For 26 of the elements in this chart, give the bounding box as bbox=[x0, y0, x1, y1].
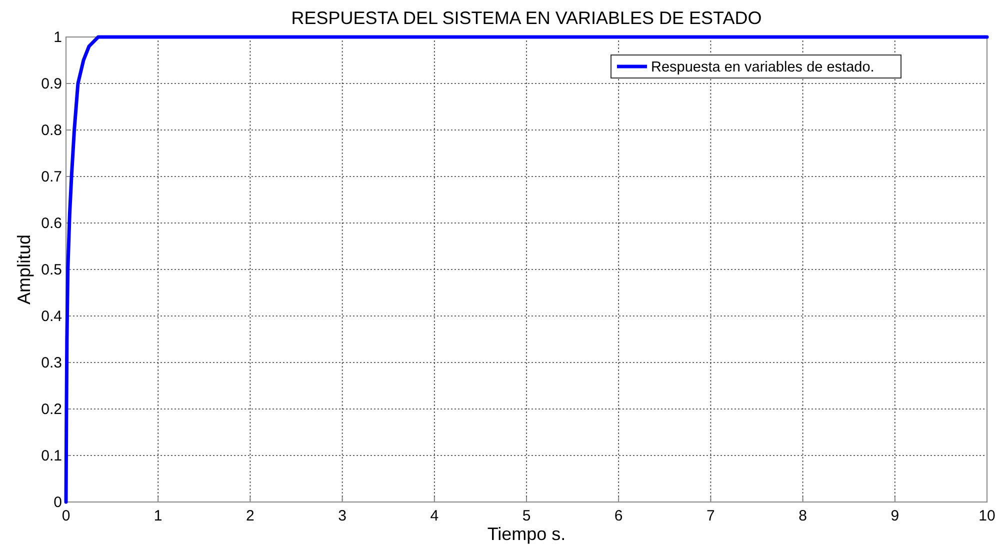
y-tick-label: 0.4 bbox=[41, 308, 62, 325]
y-tick-label: 0 bbox=[54, 494, 62, 511]
x-tick-label: 6 bbox=[614, 508, 623, 525]
y-tick-label: 0.9 bbox=[41, 75, 62, 92]
x-tick-label: 1 bbox=[154, 508, 162, 525]
line-series bbox=[64, 35, 989, 504]
x-tick-label: 2 bbox=[246, 508, 254, 525]
y-tick-label: 0.2 bbox=[41, 400, 62, 418]
x-tick-label: 7 bbox=[706, 508, 715, 525]
x-tick-label: 4 bbox=[430, 508, 439, 525]
y-tick-label: 0.7 bbox=[41, 168, 62, 186]
x-tick-label: 8 bbox=[798, 508, 807, 525]
y-axis-title: Amplitud bbox=[14, 234, 34, 305]
x-axis-title: Tiempo s. bbox=[487, 524, 566, 544]
y-tick-label: 0.5 bbox=[41, 261, 62, 278]
y-tick-label: 0.3 bbox=[41, 354, 62, 372]
y-tick-label: 1 bbox=[54, 28, 62, 46]
chart-title: RESPUESTA DEL SISTEMA EN VARIABLES DE ESTADO bbox=[291, 8, 762, 28]
y-tick-label: 0.1 bbox=[41, 447, 62, 464]
y-tick-label: 0.8 bbox=[41, 122, 62, 139]
legend-label: Respuesta en variables de estado. bbox=[651, 60, 874, 76]
x-tick-label: 5 bbox=[522, 508, 531, 525]
x-tick-label: 9 bbox=[890, 508, 900, 525]
y-tick-label: 0.6 bbox=[41, 214, 62, 232]
x-tick-label: 3 bbox=[338, 508, 346, 525]
x-tick-label: 10 bbox=[978, 508, 996, 525]
